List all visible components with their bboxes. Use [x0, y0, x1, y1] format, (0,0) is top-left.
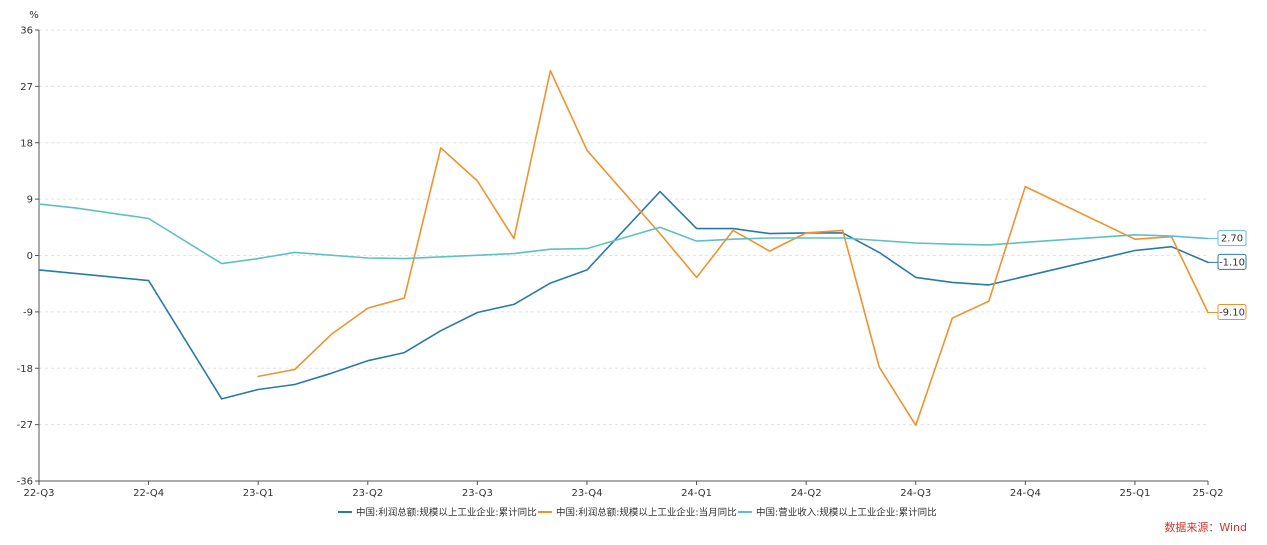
- y-tick-label: -27: [17, 420, 33, 431]
- x-tick-label: 23-Q3: [462, 488, 493, 499]
- x-tick-label: 24-Q3: [900, 488, 931, 499]
- legend-item-1[interactable]: 中国:利润总额:规模以上工业企业:累计同比: [338, 507, 537, 519]
- legend-item-3[interactable]: 中国:营业收入:规模以上工业企业:累计同比: [738, 507, 937, 519]
- x-tick-label: 24-Q1: [681, 488, 712, 499]
- legend-item-2[interactable]: 中国:利润总额:规模以上工业企业:当月同比: [538, 507, 737, 519]
- legend-label: 中国:利润总额:规模以上工业企业:当月同比: [556, 507, 737, 519]
- end-label-box: [1217, 304, 1247, 321]
- y-tick-label: 36: [20, 26, 33, 37]
- y-tick-label: 0: [27, 251, 33, 262]
- x-tick-label: 24-Q2: [791, 488, 822, 499]
- end-value-label: 2.70: [1221, 234, 1243, 245]
- x-tick-label: 25-Q1: [1119, 488, 1150, 499]
- x-tick-label: 22-Q4: [133, 488, 164, 499]
- series-line-3[interactable]: [38, 203, 1209, 265]
- end-label-box: [1217, 253, 1247, 270]
- x-tick-label: 23-Q1: [243, 488, 274, 499]
- x-tick-label: 23-Q4: [572, 488, 603, 499]
- grid-lines: [39, 29, 1208, 482]
- end-label-box: [1217, 230, 1247, 247]
- y-tick-label: 9: [27, 195, 33, 206]
- series-line-2[interactable]: [257, 69, 1209, 427]
- y-axis-unit-label: %: [29, 10, 39, 21]
- legend[interactable]: 中国:利润总额:规模以上工业企业:累计同比 中国:利润总额:规模以上工业企业:当月…: [338, 507, 937, 519]
- x-tick-label: 25-Q2: [1193, 488, 1224, 499]
- series-lines: [38, 69, 1209, 427]
- end-value-label: -1.10: [1219, 257, 1245, 268]
- x-tick-label: 22-Q3: [24, 488, 55, 499]
- data-source-label: 数据来源：Wind: [1164, 521, 1247, 534]
- y-tick-label: -18: [17, 364, 33, 375]
- series-line-1[interactable]: [38, 190, 1209, 400]
- legend-label: 中国:利润总额:规模以上工业企业:累计同比: [356, 507, 537, 519]
- y-tick-label: 27: [20, 82, 33, 93]
- y-tick-label: 18: [20, 138, 33, 149]
- end-value-label: -9.10: [1219, 308, 1245, 319]
- y-tick-label: -9: [23, 307, 33, 318]
- y-tick-label: -36: [17, 477, 33, 488]
- legend-label: 中国:营业收入:规模以上工业企业:累计同比: [756, 507, 937, 519]
- end-value-labels: -1.10 -9.10 2.70: [1208, 230, 1247, 321]
- x-tick-label: 24-Q4: [1010, 488, 1041, 499]
- x-tick-label: 23-Q2: [352, 488, 383, 499]
